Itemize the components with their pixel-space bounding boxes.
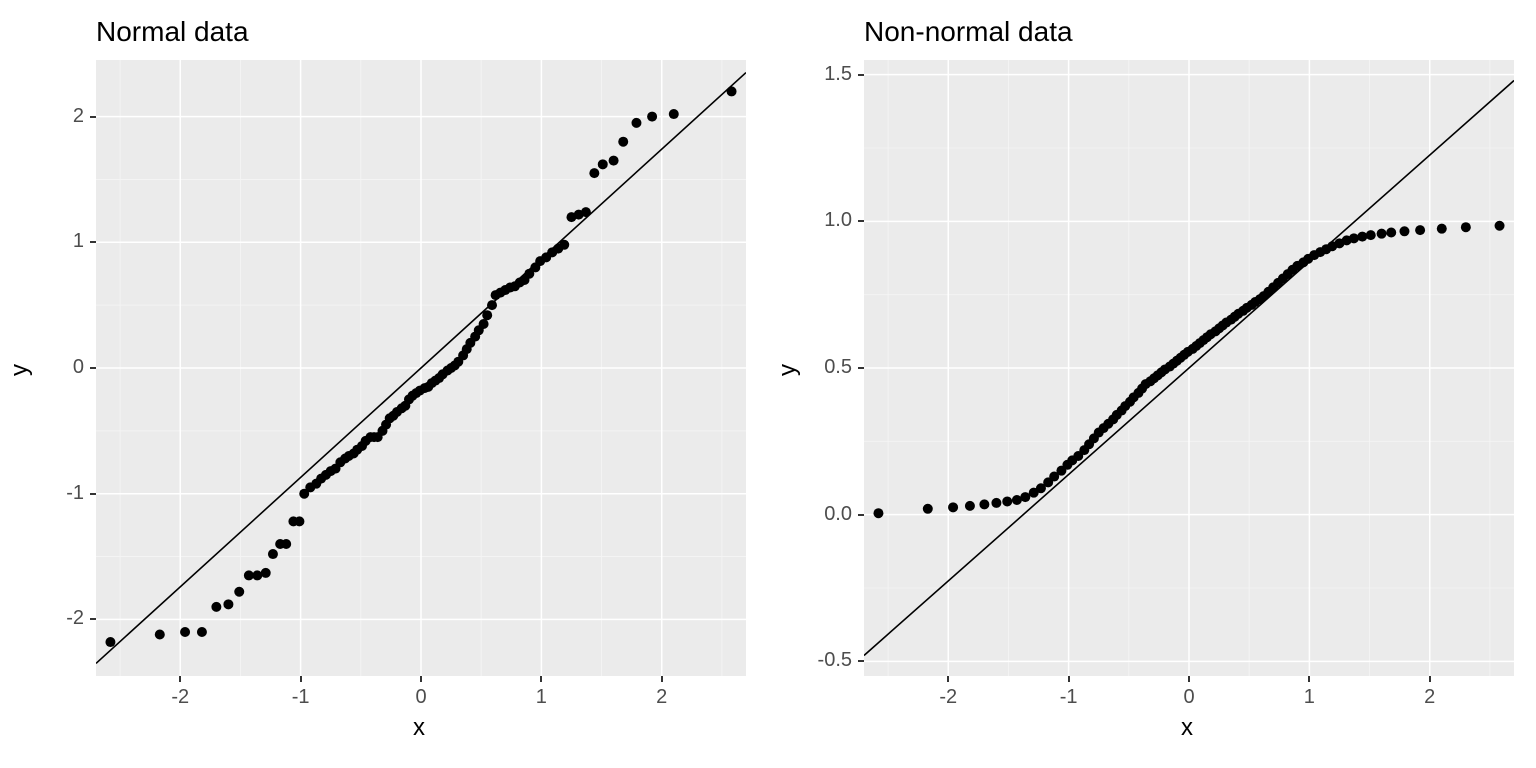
data-point (1366, 230, 1376, 240)
y-tick-label: 1 (73, 230, 84, 253)
data-point (294, 516, 304, 526)
y-tick-label: 0.5 (824, 356, 852, 379)
data-point (559, 240, 569, 250)
data-point (180, 627, 190, 637)
data-point (1002, 496, 1012, 506)
data-point (1495, 221, 1505, 231)
data-point (482, 310, 492, 320)
data-point (1437, 224, 1447, 234)
data-point (727, 86, 737, 96)
x-tick-label: 2 (647, 686, 677, 709)
data-point (1349, 233, 1359, 243)
plot-area (864, 60, 1514, 676)
x-tick-label: 1 (1294, 686, 1324, 709)
data-point (234, 587, 244, 597)
y-tick-label: 0.0 (824, 503, 852, 526)
y-axis-label: y (6, 364, 34, 376)
right-qq-plot-panel: Non-normal data -2 -1 0 1 2 -0.5 0.0 0.5 1.0 1.5 x y (768, 0, 1536, 768)
data-point (479, 319, 489, 329)
data-point (598, 159, 608, 169)
data-point (1461, 222, 1471, 232)
data-point (589, 168, 599, 178)
x-tick-label: 0 (1174, 686, 1204, 709)
data-point (609, 156, 619, 166)
data-point (223, 599, 233, 609)
y-tick-label: -1 (66, 482, 84, 505)
x-axis-label: x (413, 714, 425, 742)
x-tick-label: 2 (1415, 686, 1445, 709)
y-tick-label: 0 (73, 356, 84, 379)
data-point (197, 627, 207, 637)
y-tick-label: -0.5 (818, 649, 852, 672)
x-tick-label: -1 (286, 686, 316, 709)
data-point (979, 499, 989, 509)
data-point (669, 109, 679, 119)
data-point (618, 137, 628, 147)
data-point (252, 570, 262, 580)
data-point (261, 568, 271, 578)
x-tick-label: 1 (526, 686, 556, 709)
data-point (1020, 492, 1030, 502)
data-point (155, 630, 165, 640)
data-point (1415, 225, 1425, 235)
y-axis-label: y (774, 364, 802, 376)
x-tick-label: -1 (1054, 686, 1084, 709)
data-point (487, 300, 497, 310)
data-point (211, 602, 221, 612)
y-tick-label: 1.0 (824, 209, 852, 232)
data-point (1399, 226, 1409, 236)
data-point (281, 539, 291, 549)
x-tick-label: -2 (165, 686, 195, 709)
data-point (948, 502, 958, 512)
y-tick-label: -2 (66, 607, 84, 630)
data-point (965, 501, 975, 511)
y-tick-label: 1.5 (824, 63, 852, 86)
data-point (268, 549, 278, 559)
data-point (923, 504, 933, 514)
data-point (105, 637, 115, 647)
y-tick-label: 2 (73, 105, 84, 128)
data-point (1386, 227, 1396, 237)
data-point (1377, 229, 1387, 239)
x-tick-label: 0 (406, 686, 436, 709)
chart-title: Non-normal data (864, 16, 1073, 48)
plot-area (96, 60, 746, 676)
chart-title: Normal data (96, 16, 249, 48)
data-point (631, 118, 641, 128)
data-point (1357, 232, 1367, 242)
x-tick-label: -2 (933, 686, 963, 709)
left-qq-plot-panel: Normal data -2 -1 0 1 2 -2 -1 0 1 2 x y (0, 0, 768, 768)
data-point (873, 508, 883, 518)
data-point (991, 498, 1001, 508)
data-point (581, 207, 591, 217)
x-axis-label: x (1181, 714, 1193, 742)
data-point (647, 112, 657, 122)
